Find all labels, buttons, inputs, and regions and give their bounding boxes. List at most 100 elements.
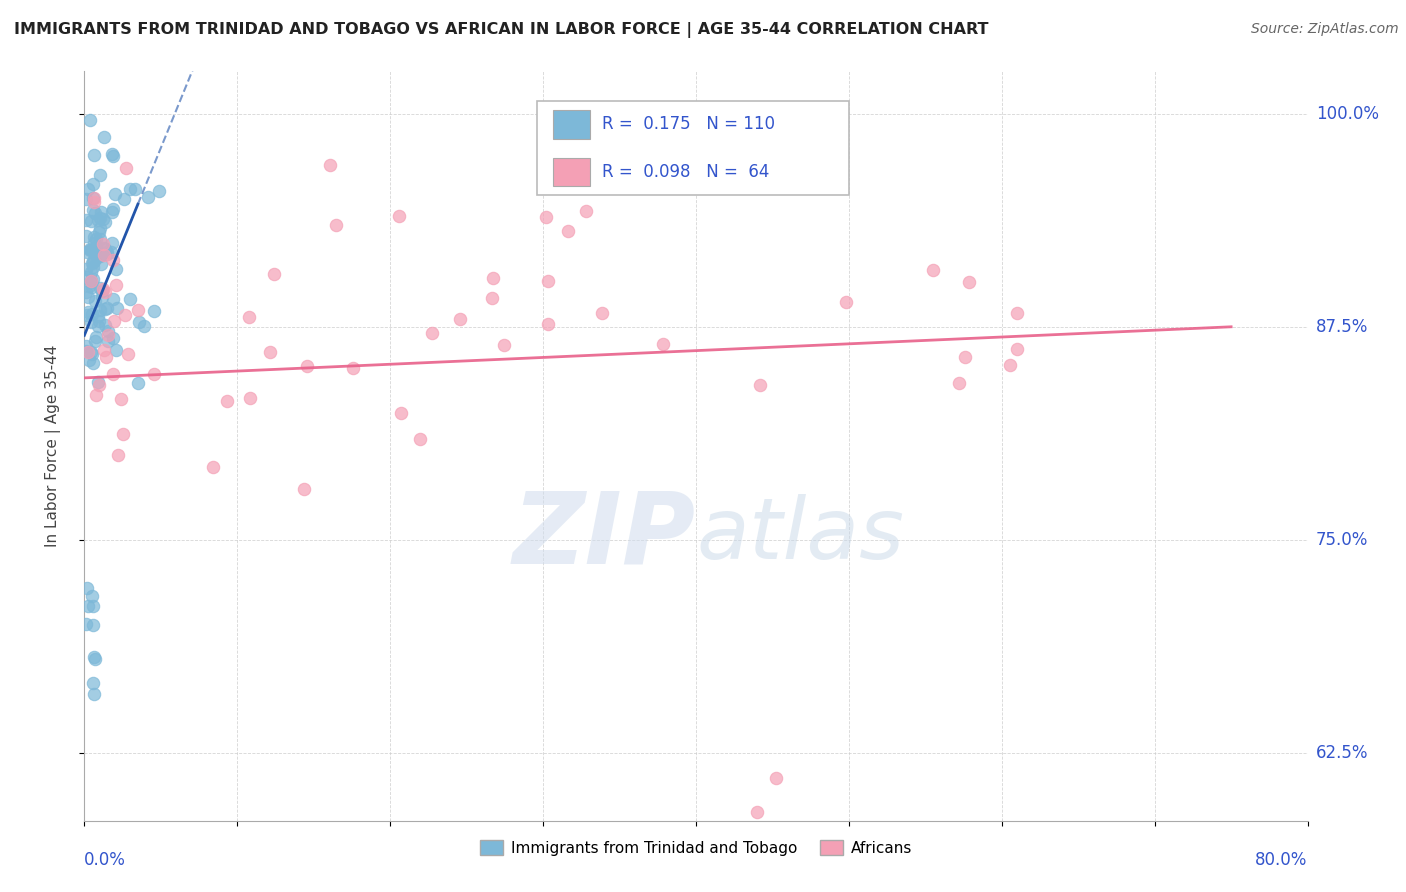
Point xyxy=(89,221,111,235)
Point xyxy=(93,285,115,299)
Point xyxy=(87,377,110,392)
Point xyxy=(409,432,432,446)
Text: 100.0%: 100.0% xyxy=(1316,105,1379,123)
Point xyxy=(76,308,98,322)
Legend: Immigrants from Trinidad and Tobago, Africans: Immigrants from Trinidad and Tobago, Afr… xyxy=(474,833,918,862)
Point xyxy=(100,245,122,260)
Point xyxy=(84,232,107,246)
Point xyxy=(79,242,101,256)
Point xyxy=(207,890,229,892)
Point xyxy=(575,203,598,218)
Point xyxy=(97,324,120,338)
Point xyxy=(1007,306,1029,320)
Point xyxy=(127,303,149,318)
Point xyxy=(124,182,146,196)
Point xyxy=(449,311,471,326)
Text: 87.5%: 87.5% xyxy=(1316,318,1368,335)
Text: IMMIGRANTS FROM TRINIDAD AND TOBAGO VS AFRICAN IN LABOR FORCE | AGE 35-44 CORREL: IMMIGRANTS FROM TRINIDAD AND TOBAGO VS A… xyxy=(14,22,988,38)
Point xyxy=(76,182,98,196)
Point xyxy=(83,235,105,250)
Point xyxy=(120,292,142,306)
Point xyxy=(76,345,98,359)
Point xyxy=(79,279,101,293)
Point xyxy=(215,393,238,408)
Point xyxy=(89,244,111,259)
Point xyxy=(94,351,117,365)
Point xyxy=(591,306,613,320)
FancyBboxPatch shape xyxy=(553,111,589,138)
Point xyxy=(998,358,1021,372)
Point xyxy=(922,263,945,277)
Point xyxy=(82,191,104,205)
Point xyxy=(297,359,319,374)
Point xyxy=(420,326,443,341)
Point xyxy=(96,301,118,315)
Point xyxy=(202,459,225,474)
Point xyxy=(79,113,101,128)
Point xyxy=(90,290,112,304)
Point xyxy=(86,309,108,323)
Point xyxy=(94,318,117,333)
Point xyxy=(96,244,118,259)
Point xyxy=(745,805,768,819)
Point xyxy=(82,618,104,632)
Point xyxy=(83,195,105,210)
Point xyxy=(104,278,127,293)
Point xyxy=(87,319,110,334)
Point xyxy=(82,202,104,217)
Point xyxy=(76,269,98,284)
Point xyxy=(103,202,125,217)
Text: ZIP: ZIP xyxy=(513,487,696,584)
Point xyxy=(115,161,138,175)
Point xyxy=(89,280,111,294)
Point xyxy=(77,599,100,614)
Point xyxy=(80,243,103,257)
Point xyxy=(128,315,150,329)
Point xyxy=(87,314,110,328)
Point xyxy=(82,254,104,268)
Point xyxy=(80,265,103,279)
Point xyxy=(114,308,136,322)
Point xyxy=(89,211,111,226)
Text: R =  0.098   N =  64: R = 0.098 N = 64 xyxy=(602,163,769,181)
Point xyxy=(79,344,101,359)
Point xyxy=(75,343,97,358)
Point xyxy=(957,276,980,290)
Point xyxy=(103,314,125,328)
Point xyxy=(82,260,104,274)
Point xyxy=(94,243,117,257)
Point xyxy=(83,334,105,348)
Point xyxy=(94,301,117,316)
Point xyxy=(80,256,103,270)
Point xyxy=(80,347,103,361)
Point xyxy=(292,482,315,496)
Point xyxy=(136,190,159,204)
Point xyxy=(239,391,262,405)
Point xyxy=(117,347,139,361)
Point xyxy=(105,262,128,277)
Point xyxy=(79,274,101,288)
Point xyxy=(83,229,105,244)
Point xyxy=(101,149,124,163)
Point xyxy=(388,209,411,223)
Point xyxy=(494,338,516,352)
Point xyxy=(75,285,97,300)
Point xyxy=(82,356,104,370)
Point xyxy=(91,284,114,298)
Point xyxy=(160,839,183,854)
Point xyxy=(93,129,115,144)
Point xyxy=(83,148,105,162)
Point xyxy=(765,771,787,785)
Point xyxy=(89,232,111,246)
Point xyxy=(749,377,772,392)
Point xyxy=(238,310,260,324)
Point xyxy=(143,367,166,381)
Point xyxy=(96,246,118,260)
Point xyxy=(84,239,107,253)
Point xyxy=(319,158,342,172)
Text: 0.0%: 0.0% xyxy=(84,851,127,869)
Point xyxy=(537,317,560,331)
Point xyxy=(93,248,115,262)
Point xyxy=(83,254,105,268)
Point xyxy=(342,360,364,375)
